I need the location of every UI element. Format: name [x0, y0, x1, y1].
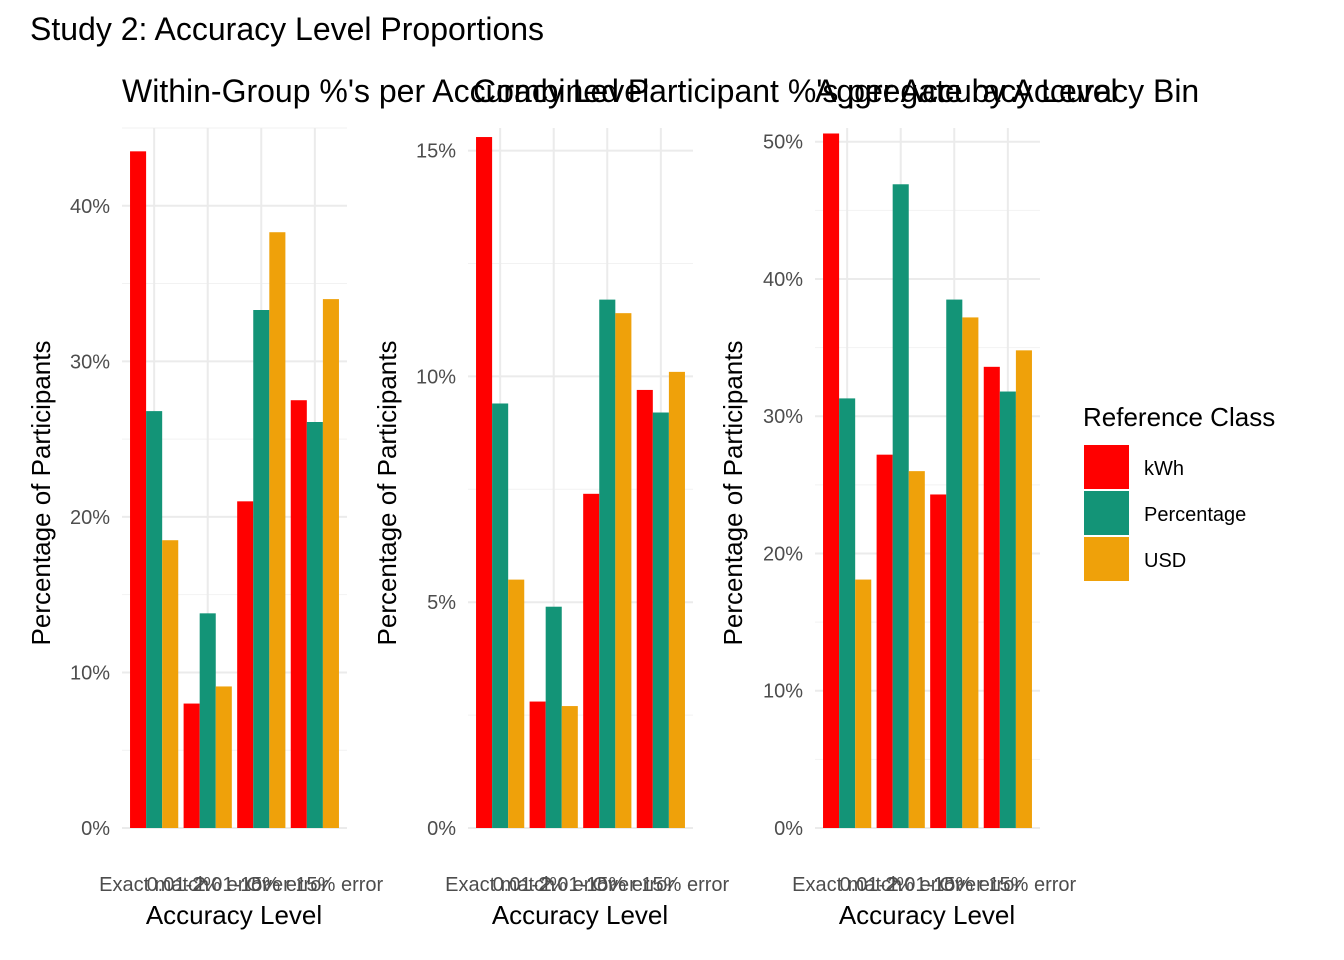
- panel-title: Aggregate by Accuracy Bin: [815, 73, 1199, 109]
- legend-swatch-usd: [1084, 537, 1129, 581]
- bar-usd-0: [162, 540, 179, 828]
- bar-percentage-3: [306, 422, 323, 828]
- y-tick-label: 30%: [70, 351, 110, 373]
- bar-percentage-1: [892, 184, 909, 828]
- bar-percentage-0: [839, 398, 856, 828]
- x-axis-title: Accuracy Level: [492, 900, 668, 930]
- bar-usd-3: [668, 371, 685, 828]
- bar-percentage-0: [492, 403, 509, 828]
- bar-kwh-2: [930, 494, 947, 828]
- x-axis-title: Accuracy Level: [146, 900, 322, 930]
- x-tick-label: 2.01-15% error: [195, 874, 329, 896]
- bar-usd-2: [962, 317, 979, 828]
- x-tick-label: Over 15% error: [939, 874, 1076, 896]
- bar-kwh-1: [876, 454, 893, 828]
- bar-kwh-3: [983, 366, 1000, 828]
- legend: Reference Class kWh Percentage USD: [1083, 402, 1275, 581]
- y-tick-label: 0%: [81, 818, 110, 840]
- y-tick-label: 10%: [416, 366, 456, 388]
- bar-usd-2: [269, 232, 286, 828]
- bar-usd-3: [322, 299, 339, 829]
- bar-usd-2: [615, 313, 632, 829]
- bar-percentage-1: [199, 613, 216, 828]
- y-axis-title: Percentage of Participants: [26, 341, 56, 646]
- x-tick-label: 2.01-15% error: [888, 874, 1022, 896]
- y-tick-label: 10%: [70, 662, 110, 684]
- x-tick-label: 0.01-2% error: [840, 874, 963, 896]
- bar-kwh-3: [290, 400, 307, 828]
- y-axis-title: Percentage of Participants: [718, 341, 748, 646]
- y-tick-label: 15%: [416, 141, 456, 163]
- y-axis-title: Percentage of Participants: [372, 341, 402, 646]
- bar-kwh-0: [476, 137, 493, 829]
- y-tick-label: 0%: [774, 818, 803, 840]
- bar-kwh-0: [823, 133, 840, 829]
- x-tick-label: 0.01-2% error: [147, 874, 270, 896]
- y-tick-label: 30%: [763, 406, 803, 428]
- x-tick-label: 2.01-15% error: [541, 874, 675, 896]
- bar-kwh-1: [529, 701, 546, 828]
- bar-usd-1: [908, 471, 925, 828]
- bar-kwh-3: [636, 389, 653, 828]
- legend-label-usd: USD: [1144, 550, 1186, 572]
- legend-title: Reference Class: [1083, 402, 1275, 432]
- x-axis-title: Accuracy Level: [839, 900, 1015, 930]
- bar-percentage-2: [599, 299, 616, 828]
- bar-usd-3: [1015, 350, 1032, 828]
- figure-title: Study 2: Accuracy Level Proportions: [30, 11, 544, 47]
- bar-percentage-1: [545, 606, 562, 828]
- y-tick-label: 40%: [763, 269, 803, 291]
- y-tick-label: 20%: [70, 507, 110, 529]
- y-tick-label: 5%: [427, 592, 456, 614]
- x-tick-label: Exact match: [792, 874, 902, 896]
- x-tick-label: Exact match: [445, 874, 555, 896]
- bar-kwh-2: [237, 501, 254, 828]
- legend-label-kwh: kWh: [1144, 458, 1184, 480]
- bar-percentage-3: [999, 391, 1016, 828]
- bar-kwh-0: [130, 151, 147, 829]
- x-tick-label: Over 15% error: [246, 874, 383, 896]
- legend-label-percentage: Percentage: [1144, 504, 1246, 526]
- legend-swatch-kwh: [1084, 445, 1129, 489]
- bar-kwh-2: [583, 493, 600, 828]
- bar-kwh-1: [183, 703, 200, 828]
- x-tick-label: Over 15% error: [592, 874, 729, 896]
- bar-usd-0: [508, 579, 525, 828]
- y-tick-label: 20%: [763, 543, 803, 565]
- y-tick-label: 50%: [763, 132, 803, 154]
- x-tick-label: 0.01-2% error: [493, 874, 616, 896]
- panel-title: Within-Group %'s per Accuracy Level: [122, 73, 649, 109]
- bar-usd-0: [855, 579, 872, 828]
- bar-percentage-0: [146, 411, 163, 828]
- bar-usd-1: [215, 686, 232, 828]
- y-tick-label: 40%: [70, 196, 110, 218]
- bar-usd-1: [561, 706, 578, 828]
- y-tick-label: 10%: [763, 681, 803, 703]
- bar-percentage-3: [652, 412, 669, 828]
- panel-title: Combined Participant %'s per Accuracy Le…: [473, 73, 1118, 109]
- legend-swatch-percentage: [1084, 491, 1129, 535]
- y-tick-label: 0%: [427, 818, 456, 840]
- bar-percentage-2: [946, 299, 963, 829]
- bar-percentage-2: [253, 310, 270, 828]
- x-tick-label: Exact match: [99, 874, 209, 896]
